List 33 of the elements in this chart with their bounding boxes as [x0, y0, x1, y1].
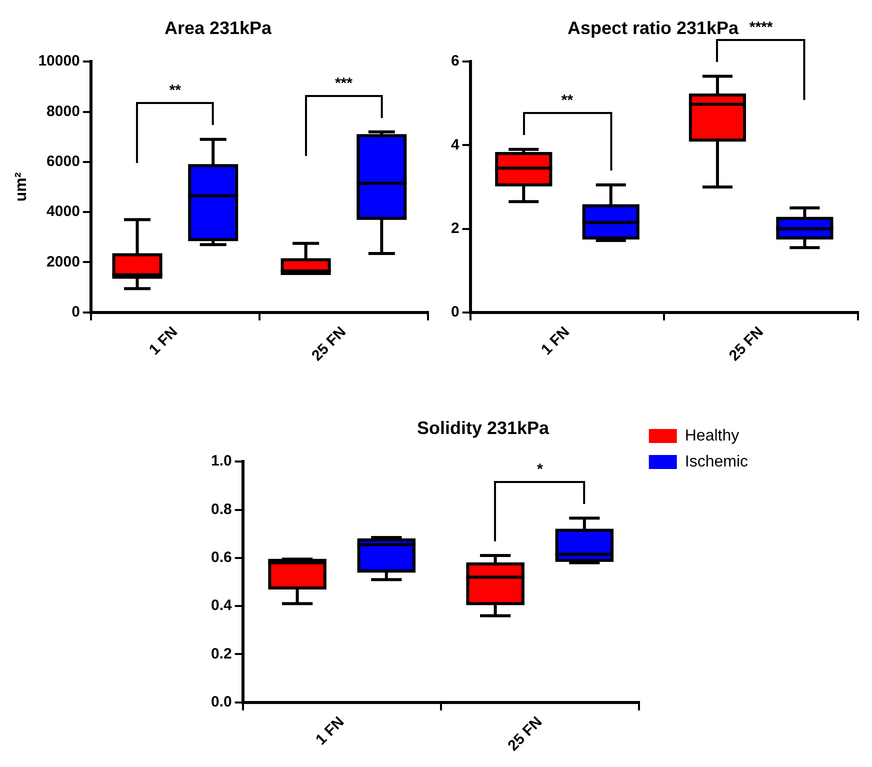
- y-axis-title: um²: [13, 172, 30, 202]
- x-tick-label: 1 FN: [146, 323, 181, 358]
- y-tick-label: 2000: [46, 253, 80, 270]
- x-tick-label: 25 FN: [504, 713, 546, 754]
- y-tick-label: 0.0: [210, 694, 232, 711]
- y-tick-label: 6000: [46, 153, 80, 170]
- y-tick-label: 1.0: [210, 452, 232, 470]
- chart-title: Area 231kPa: [164, 18, 273, 38]
- annotation: **: [560, 92, 574, 110]
- y-tick-label: 2: [451, 220, 460, 237]
- y-tick-label: 10000: [38, 52, 80, 70]
- text: ****: [749, 19, 773, 36]
- y-tick-label: 0.8: [210, 500, 232, 518]
- y-tick-label: 0: [72, 304, 80, 321]
- annotation: ***: [334, 74, 354, 92]
- legend-label: Healthy: [684, 427, 740, 444]
- chart-title: Solidity 231kPa: [416, 418, 550, 438]
- y-tick-label: 0.6: [210, 549, 232, 566]
- x-tick-label: 1 FN: [312, 713, 348, 748]
- y-tick-label: 6: [451, 52, 460, 70]
- x-tick-label: 25 FN: [308, 323, 350, 364]
- y-tick-label: 0: [451, 304, 460, 321]
- y-tick-label: 8000: [46, 102, 80, 120]
- y-tick-label: 0.2: [210, 645, 232, 662]
- x-tick-label: 25 FN: [726, 323, 767, 364]
- y-tick-label: 0.4: [210, 597, 232, 614]
- x-tick-label: 1 FN: [538, 323, 574, 358]
- annotation: **: [168, 82, 182, 100]
- chart-title: Aspect ratio 231kPa: [567, 18, 740, 38]
- y-tick-label: 4000: [46, 203, 80, 220]
- annotation: *: [536, 461, 544, 478]
- legend-label: Ischemic: [684, 453, 748, 470]
- y-tick-label: 4: [451, 136, 460, 154]
